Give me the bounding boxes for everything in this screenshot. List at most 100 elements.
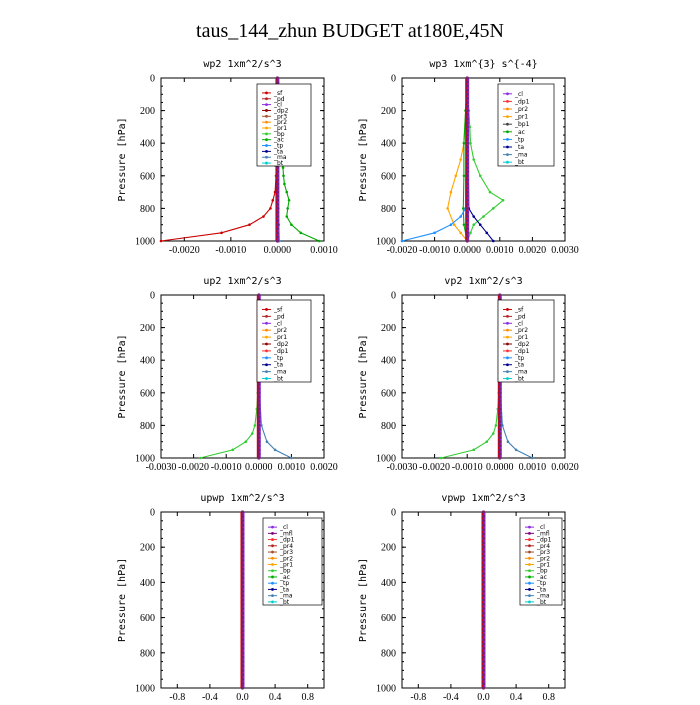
zero-profile-marker <box>275 206 280 210</box>
y-tick-label: 800 <box>140 204 155 215</box>
series-line-tp <box>401 77 468 242</box>
zero-profile-marker <box>481 536 486 541</box>
y-tick-label: 1000 <box>135 237 155 248</box>
zero-profile-marker <box>240 673 245 677</box>
zero-profile-marker <box>465 149 469 153</box>
legend-entry: _dp1 <box>514 98 530 105</box>
legend-marker <box>506 130 509 134</box>
legend-marker <box>528 556 531 560</box>
zero-profile-marker <box>240 660 245 664</box>
zero-profile-marker <box>481 532 486 536</box>
zero-profile-marker <box>240 545 245 549</box>
data-point <box>283 182 286 186</box>
data-point <box>318 239 321 243</box>
data-point <box>452 223 456 226</box>
legend-entry: _bt <box>273 160 284 167</box>
zero-profile-marker <box>275 190 280 194</box>
legend-marker <box>506 160 509 164</box>
zero-profile-marker <box>465 231 469 235</box>
chart-panel-1: wp2 1xm^2/s^3 Pressure [hPa] 0 200 400 600 800… <box>117 59 338 256</box>
legend-entry: _ac <box>273 137 284 144</box>
legend-entry: _pr2 <box>273 327 287 334</box>
y-tick-label: 600 <box>140 388 155 399</box>
zero-profile-marker <box>465 186 469 190</box>
zero-profile-marker <box>465 109 469 113</box>
zero-profile-marker <box>275 170 280 174</box>
zero-profile-marker <box>240 682 245 686</box>
legend-marker <box>506 377 509 380</box>
zero-profile-marker <box>465 227 469 231</box>
x-tick-label: -0.0020 <box>419 462 450 473</box>
legend-marker <box>506 153 509 157</box>
legend-entry: _pr1 <box>514 334 528 341</box>
data-point <box>269 207 272 210</box>
x-tick-label: -0.8 <box>410 692 426 700</box>
legend-entry: _ac <box>536 574 547 581</box>
panel-title: vpwp 1xm^2/s^3 <box>441 493 525 504</box>
legend-marker <box>265 120 268 124</box>
zero-profile-marker <box>275 198 280 202</box>
zero-profile-marker <box>498 427 502 432</box>
data-point <box>248 223 251 226</box>
data-point <box>485 440 489 444</box>
zero-profile-marker <box>481 611 486 615</box>
zero-profile-marker <box>481 519 486 523</box>
zero-profile-marker <box>481 638 486 642</box>
data-point <box>472 223 476 226</box>
legend-marker <box>271 563 274 566</box>
zero-profile-marker <box>240 514 245 519</box>
data-point <box>469 141 472 145</box>
y-tick-label: 600 <box>140 613 155 624</box>
data-point <box>287 198 291 202</box>
legend-marker <box>265 97 268 101</box>
legend-entry: _pd <box>514 313 526 320</box>
y-tick-label: 0 <box>391 291 396 302</box>
zero-profile-marker <box>465 223 469 227</box>
legend-marker <box>265 308 268 311</box>
zero-profile-marker <box>465 194 469 198</box>
zero-profile-marker <box>465 84 469 88</box>
series-line-ta <box>466 77 494 242</box>
zero-profile-marker <box>257 440 261 444</box>
legend-marker <box>271 575 274 579</box>
chart-panel-2: wp3 1xm^{3} s^{-4} Pressure [hPa] 0 200 400 6… <box>358 59 579 256</box>
zero-profile-marker <box>481 646 486 651</box>
zero-profile-marker <box>465 198 469 202</box>
legend-entry: _ma <box>514 152 528 159</box>
zero-profile-marker <box>240 668 245 673</box>
zero-profile-marker <box>240 580 245 585</box>
legend-marker <box>506 370 509 374</box>
legend-marker <box>506 335 509 339</box>
zero-profile-marker <box>275 235 280 239</box>
zero-profile-marker <box>481 607 486 611</box>
panel-title: wp2 1xm^2/s^3 <box>203 59 281 70</box>
data-point <box>271 198 275 202</box>
zero-profile-marker <box>481 616 486 620</box>
legend-entry: _pr4 <box>536 543 550 550</box>
legend-entry: _ma <box>536 593 550 600</box>
y-axis-label: Pressure [hPa] <box>117 558 128 642</box>
zero-profile-marker <box>481 668 486 673</box>
x-tick-label: -0.0030 <box>146 462 177 473</box>
zero-profile-marker <box>465 210 469 215</box>
zero-profile-marker <box>481 624 486 629</box>
chart-panel-6: vpwp 1xm^2/s^3 Pressure [hPa] 0 200 400 600 80… <box>358 493 566 703</box>
data-point <box>446 207 449 210</box>
data-point <box>433 231 436 235</box>
y-tick-label: 1000 <box>135 454 155 465</box>
zero-profile-marker <box>257 452 261 456</box>
legend-entry: _ma <box>279 593 293 600</box>
zero-profile-marker <box>275 182 280 186</box>
data-point <box>514 448 518 452</box>
legend-entry: _dp2 <box>514 341 530 348</box>
legend-marker <box>506 314 509 318</box>
y-axis-label: Pressure [hPa] <box>358 334 369 418</box>
legend-entry: _pr2 <box>273 119 287 126</box>
x-tick-label: 0.8 <box>542 692 555 700</box>
zero-profile-marker <box>275 76 280 80</box>
data-point <box>290 223 293 226</box>
zero-profile-marker <box>240 629 245 633</box>
data-point <box>286 207 289 210</box>
